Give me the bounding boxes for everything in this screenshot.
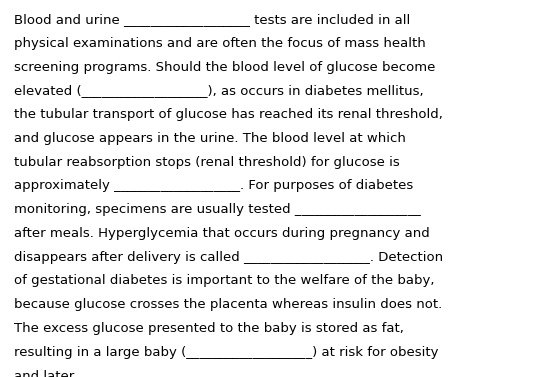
Text: physical examinations and are often the focus of mass health: physical examinations and are often the … <box>14 37 426 50</box>
Text: and glucose appears in the urine. The blood level at which: and glucose appears in the urine. The bl… <box>14 132 406 145</box>
Text: tubular reabsorption stops (renal threshold) for glucose is: tubular reabsorption stops (renal thresh… <box>14 156 400 169</box>
Text: the tubular transport of glucose has reached its renal threshold,: the tubular transport of glucose has rea… <box>14 108 443 121</box>
Text: approximately ___________________. For purposes of diabetes: approximately ___________________. For p… <box>14 179 413 192</box>
Text: monitoring, specimens are usually tested ___________________: monitoring, specimens are usually tested… <box>14 203 421 216</box>
Text: disappears after delivery is called ___________________. Detection: disappears after delivery is called ____… <box>14 251 443 264</box>
Text: The excess glucose presented to the baby is stored as fat,: The excess glucose presented to the baby… <box>14 322 404 335</box>
Text: after meals. Hyperglycemia that occurs during pregnancy and: after meals. Hyperglycemia that occurs d… <box>14 227 430 240</box>
Text: screening programs. Should the blood level of glucose become: screening programs. Should the blood lev… <box>14 61 435 74</box>
Text: elevated (___________________), as occurs in diabetes mellitus,: elevated (___________________), as occur… <box>14 84 424 97</box>
Text: and later ___________________.: and later ___________________. <box>14 369 209 377</box>
Text: Blood and urine ___________________ tests are included in all: Blood and urine ___________________ test… <box>14 13 410 26</box>
Text: resulting in a large baby (___________________) at risk for obesity: resulting in a large baby (_____________… <box>14 346 439 359</box>
Text: of gestational diabetes is important to the welfare of the baby,: of gestational diabetes is important to … <box>14 274 435 287</box>
Text: because glucose crosses the placenta whereas insulin does not.: because glucose crosses the placenta whe… <box>14 298 442 311</box>
